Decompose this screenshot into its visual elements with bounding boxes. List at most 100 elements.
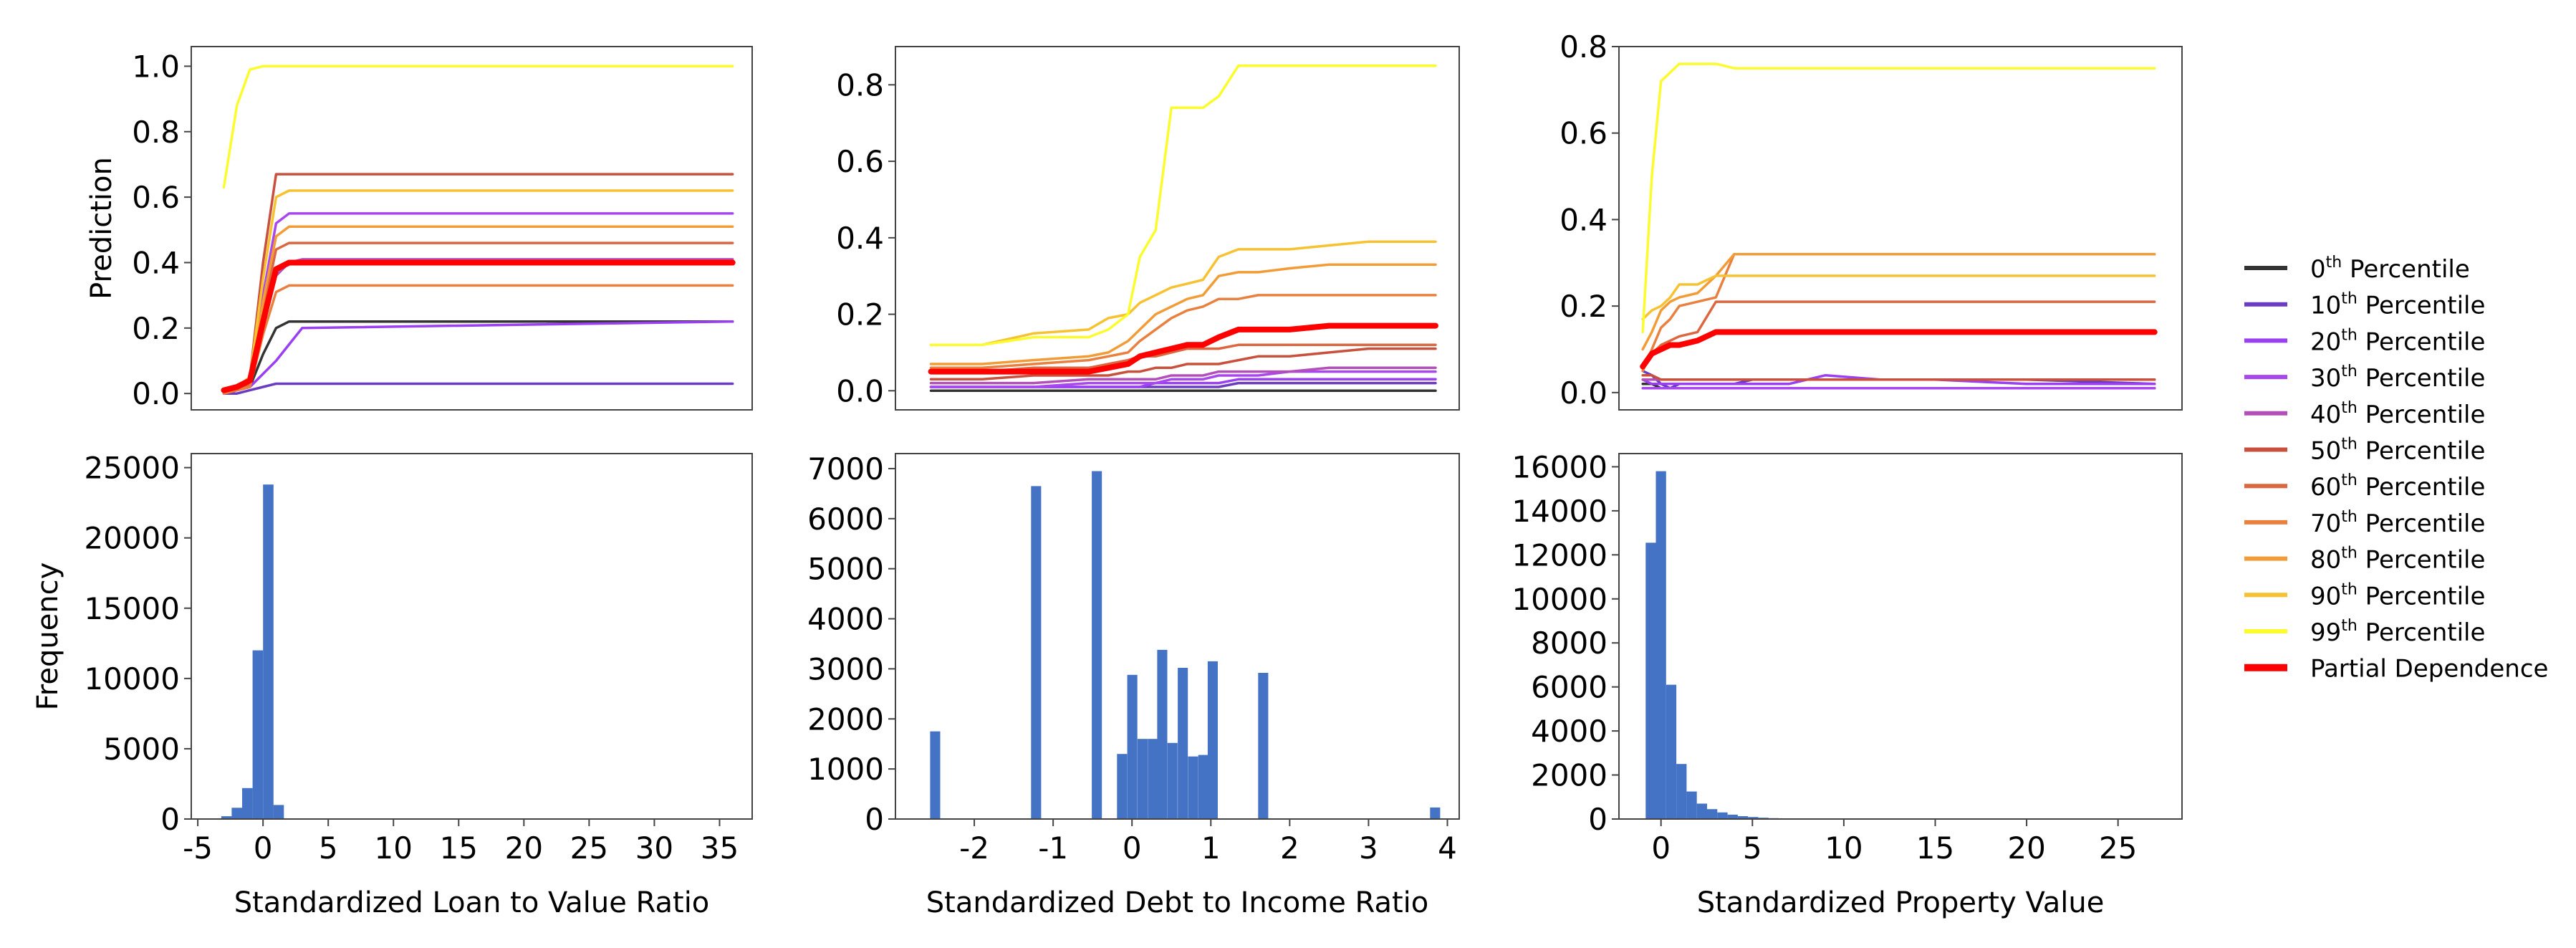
y-axis-label: Prediction — [85, 157, 118, 300]
axes-frame — [1618, 46, 2183, 411]
histogram-bar — [1676, 764, 1687, 819]
histogram-bar — [1645, 542, 1656, 819]
axes-frame — [895, 453, 1460, 820]
y-tick-label: 0.6 — [836, 144, 884, 179]
legend-item: 80th Percentile — [2244, 545, 2485, 575]
x-tick-label: 15 — [440, 830, 478, 866]
y-tick-label: 16000 — [1512, 449, 1607, 484]
series-line-20th-percentile — [929, 378, 1437, 388]
series-line-50th-percentile — [929, 347, 1437, 381]
series-line-80th-percentile — [222, 225, 734, 392]
y-tick-label: 0 — [865, 802, 884, 837]
histogram-bar — [930, 731, 941, 819]
y-tick-label: 1000 — [807, 752, 884, 787]
histogram-bar — [1198, 755, 1208, 819]
plot-area — [930, 471, 1441, 819]
plot-area — [221, 64, 736, 395]
plot-area — [1640, 62, 2158, 390]
x-tick-label: 5 — [1743, 830, 1762, 866]
y-tick-label: 0 — [160, 802, 180, 837]
legend-label: 40th Percentile — [2310, 399, 2485, 429]
series-line-60th-percentile — [929, 343, 1437, 373]
legend-label: 70th Percentile — [2310, 508, 2485, 538]
x-tick-label: 35 — [701, 830, 739, 866]
histogram-bar — [1031, 486, 1042, 819]
axes-frame — [191, 46, 753, 411]
legend-item: 90th Percentile — [2244, 580, 2485, 611]
x-tick-label: 0 — [1651, 830, 1671, 866]
y-tick-label: 0.2 — [836, 297, 884, 332]
plot-area — [1645, 471, 1799, 819]
y-tick-label: 0.0 — [836, 373, 884, 408]
plot-area — [928, 64, 1438, 393]
series-line-60th-percentile — [222, 241, 734, 395]
x-tick-label: 20 — [2007, 830, 2045, 866]
histogram-bar — [273, 805, 284, 819]
x-axis-label: Standardized Loan to Value Ratio — [234, 886, 710, 919]
histogram-bar — [1178, 668, 1188, 819]
histogram-bar — [1655, 471, 1666, 819]
y-tick-label: 0.8 — [1559, 29, 1607, 64]
legend-label: 0th Percentile — [2310, 254, 2470, 284]
legend-item: 99th Percentile — [2244, 617, 2485, 647]
histogram-bar — [1188, 756, 1198, 819]
x-tick-label: -5 — [183, 830, 213, 866]
histogram-bar — [221, 816, 232, 819]
y-tick-label: 0 — [1588, 802, 1607, 837]
legend-label: 10th Percentile — [2310, 290, 2485, 320]
series-line-90th-percentile — [1641, 274, 2156, 321]
histogram-bar — [1117, 754, 1128, 819]
y-axis-label: Frequency — [32, 562, 64, 711]
x-tick-label: 10 — [1825, 830, 1863, 866]
y-tick-label: 5000 — [807, 552, 884, 587]
legend-label: 99th Percentile — [2310, 617, 2485, 647]
legend-item: 40th Percentile — [2244, 399, 2485, 429]
y-tick-label: 0.0 — [132, 376, 180, 411]
x-tick-label: 0 — [1123, 830, 1142, 866]
histogram-bar — [1696, 803, 1707, 819]
y-tick-label: 4000 — [1531, 714, 1607, 749]
legend-item: 60th Percentile — [2244, 471, 2485, 502]
y-tick-label: 6000 — [1531, 670, 1607, 705]
legend-item: 30th Percentile — [2244, 363, 2485, 393]
legend-item: 50th Percentile — [2244, 436, 2485, 466]
x-axis-label: Standardized Property Value — [1697, 886, 2105, 919]
y-tick-label: 1.0 — [132, 49, 180, 84]
legend-label: 50th Percentile — [2310, 436, 2485, 466]
y-tick-label: 2000 — [1531, 758, 1607, 793]
x-tick-label: 4 — [1438, 830, 1457, 866]
histogram-bar — [263, 484, 274, 819]
histogram-bar — [1430, 807, 1441, 819]
x-tick-label: 15 — [1916, 830, 1954, 866]
x-tick-label: 0 — [254, 830, 273, 866]
axes-frame — [191, 453, 753, 820]
x-tick-label: 2 — [1280, 830, 1299, 866]
series-line-90th-percentile — [222, 189, 734, 392]
panel-hist-debt-to-income: 0 1000 2000 3000 4000 5000 6000 7000 -2 -1 0 1 2 3 4 St… — [807, 451, 1460, 919]
legend-item: 70th Percentile — [2244, 508, 2485, 538]
series-line-80th-percentile — [929, 263, 1437, 365]
x-tick-label: 20 — [505, 830, 543, 866]
legend-item: Partial Dependence — [2244, 655, 2548, 684]
y-tick-label: 0.4 — [132, 245, 180, 280]
y-tick-label: 25000 — [84, 451, 180, 486]
histogram-bar — [1707, 809, 1718, 819]
series-line-40th-percentile — [929, 366, 1437, 385]
series-line-90th-percentile — [929, 240, 1437, 347]
y-tick-label: 0.2 — [132, 311, 180, 346]
panel-pd-loan-to-value: 0.0 0.2 0.4 0.6 0.8 1.0 Prediction — [85, 46, 753, 411]
histogram-bar — [1127, 674, 1138, 819]
series-line-30th-percentile — [222, 212, 734, 392]
histogram-bar — [252, 650, 264, 819]
series-line-99th-percentile — [1641, 62, 2156, 334]
x-tick-label: 25 — [570, 830, 608, 866]
series-line-partial-dependence — [1640, 329, 2158, 370]
axes-frame — [895, 46, 1460, 411]
x-tick-label: 3 — [1359, 830, 1378, 866]
x-tick-label: 30 — [635, 830, 673, 866]
histogram-bar — [1157, 649, 1168, 819]
histogram-bar — [1737, 816, 1749, 819]
x-tick-label: 10 — [375, 830, 413, 866]
y-tick-label: 0.4 — [836, 221, 884, 256]
